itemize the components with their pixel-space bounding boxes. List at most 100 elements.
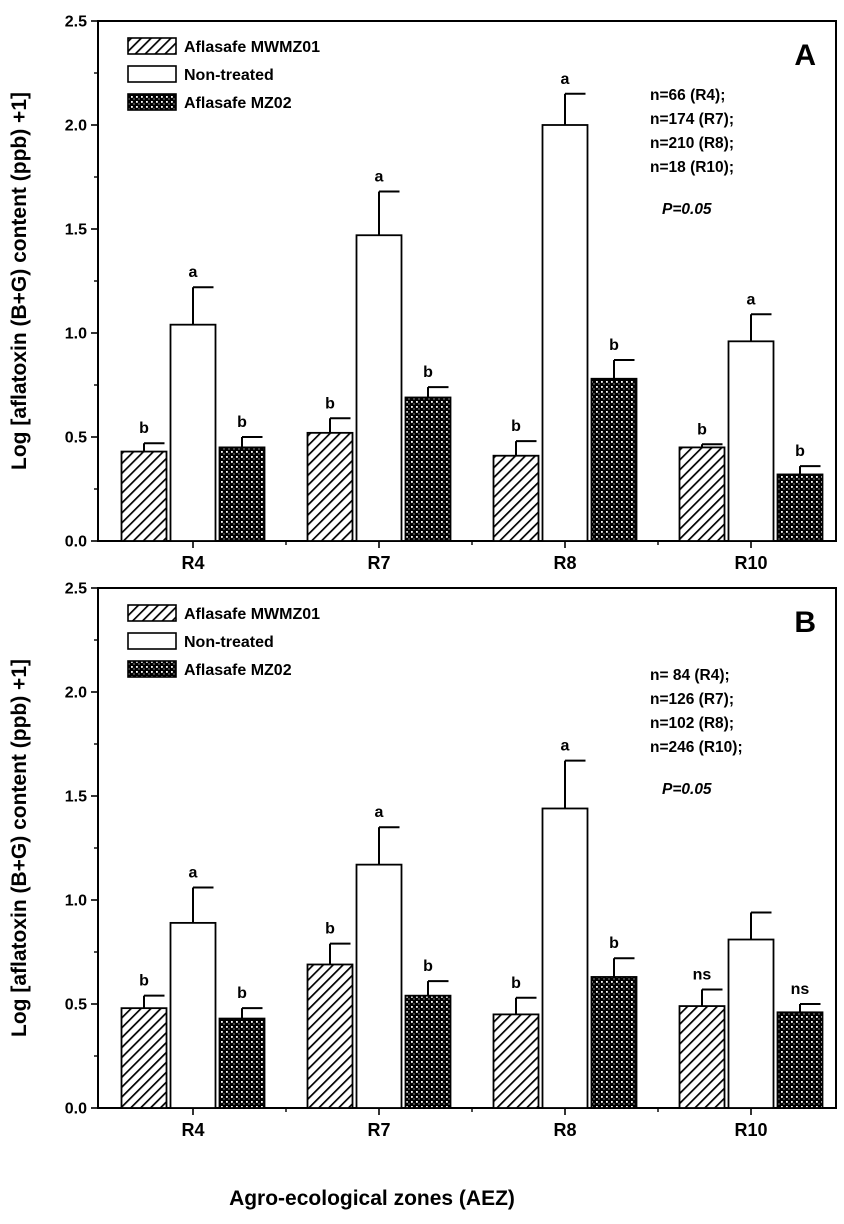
bar-cross-r8	[590, 377, 638, 542]
legend-label: Aflasafe MWMZ01	[184, 39, 320, 56]
panel-letter: A	[794, 39, 816, 72]
significance-letter: b	[423, 958, 433, 975]
y-tick-label: 1.5	[65, 222, 87, 239]
y-tick-label: 2.5	[65, 581, 87, 598]
bar-open-r7	[355, 863, 403, 1109]
significance-letter: ns	[791, 981, 810, 998]
bar-cross-r7	[404, 396, 452, 542]
significance-letter: b	[237, 985, 247, 1002]
bar-open-r10	[727, 938, 775, 1109]
legend-label: Aflasafe MWMZ01	[184, 606, 320, 623]
bar-hatch-r7	[306, 963, 354, 1109]
significance-letter: a	[747, 291, 756, 308]
bar-cross-r4	[218, 1017, 266, 1109]
significance-letter: b	[795, 443, 805, 460]
significance-letter: b	[325, 921, 335, 938]
y-tick-label: 1.0	[65, 326, 87, 343]
legend-swatch-hatch	[127, 37, 177, 55]
legend-swatch-cross	[127, 660, 177, 678]
bar-cross-r4	[218, 446, 266, 542]
y-tick-label: 1.0	[65, 893, 87, 910]
significance-letter: b	[139, 973, 149, 990]
category-label-r8: R8	[553, 553, 576, 573]
significance-letter: a	[561, 738, 570, 755]
sample-size-note: n=66 (R4);	[650, 87, 725, 104]
panel-letter: B	[794, 606, 816, 639]
bar-hatch-r7	[306, 431, 354, 542]
panel-b: 0.0 0.5 1.0 1.5 2.0 2.5 Log [aflatoxin (B+G) c…	[8, 581, 837, 1140]
category-label-r10: R10	[734, 553, 767, 573]
bar-open-r8	[541, 124, 589, 542]
panel-a: 0.0 0.5 1.0 1.5 2.0 2.5 Log [aflatoxin (B+G) c…	[8, 14, 837, 573]
bar-hatch-r10	[678, 1005, 726, 1109]
legend-label: Aflasafe MZ02	[184, 95, 292, 112]
bar-open-r7	[355, 234, 403, 542]
legend-swatch-cross	[127, 93, 177, 111]
y-axis-title: Log [aflatoxin (B+G) content (ppb) +1]	[8, 92, 31, 470]
sample-size-note: n=174 (R7);	[650, 111, 734, 128]
y-tick-label: 2.0	[65, 685, 87, 702]
p-value-label: P=0.05	[662, 781, 712, 798]
category-label-r7: R7	[367, 1120, 390, 1140]
bar-cross-r10	[776, 473, 824, 542]
p-value-label: P=0.05	[662, 201, 712, 218]
bar-open-r10	[727, 340, 775, 542]
significance-letter: ns	[693, 966, 712, 983]
bar-hatch-r4	[120, 450, 168, 542]
legend-swatch-hatch	[127, 604, 177, 622]
bar-hatch-r4	[120, 1007, 168, 1109]
bar-cross-r10	[776, 1011, 824, 1109]
category-label-r4: R4	[181, 553, 204, 573]
y-tick-label: 0.0	[65, 534, 87, 551]
legend-label: Non-treated	[184, 67, 274, 84]
sample-size-note: n= 84 (R4);	[650, 667, 730, 684]
significance-letter: b	[423, 364, 433, 381]
significance-letter: b	[697, 421, 707, 438]
significance-letter: b	[325, 395, 335, 412]
bar-hatch-r10	[678, 446, 726, 542]
y-tick-label: 2.0	[65, 118, 87, 135]
significance-letter: b	[511, 418, 521, 435]
category-label-r7: R7	[367, 553, 390, 573]
y-tick-label: 0.5	[65, 430, 87, 447]
category-label-r4: R4	[181, 1120, 204, 1140]
legend-swatch-open	[127, 65, 177, 83]
x-axis-title: Agro-ecological zones (AEZ)	[229, 1187, 515, 1210]
bar-open-r8	[541, 807, 589, 1109]
significance-letter: b	[139, 420, 149, 437]
sample-size-note: n=102 (R8);	[650, 715, 734, 732]
significance-letter: a	[375, 169, 384, 186]
sample-size-note: n=210 (R8);	[650, 135, 734, 152]
y-tick-label: 0.5	[65, 997, 87, 1014]
significance-letter: a	[189, 264, 198, 281]
y-tick-label: 1.5	[65, 789, 87, 806]
bar-cross-r7	[404, 994, 452, 1109]
bar-open-r4	[169, 921, 217, 1109]
sample-size-note: n=126 (R7);	[650, 691, 734, 708]
sample-size-note: n=246 (R10);	[650, 739, 743, 756]
sample-size-note: n=18 (R10);	[650, 159, 734, 176]
significance-letter: a	[375, 804, 384, 821]
bar-open-r4	[169, 323, 217, 542]
significance-letter: a	[561, 71, 570, 88]
significance-letter: b	[511, 975, 521, 992]
legend: Aflasafe MWMZ01 Non-treated Aflasafe MZ02	[127, 37, 320, 112]
bar-hatch-r8	[492, 454, 540, 542]
significance-letter: a	[189, 865, 198, 882]
category-label-r10: R10	[734, 1120, 767, 1140]
y-axis-title: Log [aflatoxin (B+G) content (ppb) +1]	[8, 659, 31, 1037]
y-tick-label: 0.0	[65, 1101, 87, 1118]
legend: Aflasafe MWMZ01 Non-treated Aflasafe MZ02	[127, 604, 320, 679]
bar-cross-r8	[590, 976, 638, 1109]
significance-letter: b	[609, 935, 619, 952]
category-label-r8: R8	[553, 1120, 576, 1140]
legend-swatch-open	[127, 632, 177, 650]
legend-label: Non-treated	[184, 634, 274, 651]
legend-label: Aflasafe MZ02	[184, 662, 292, 679]
significance-letter: b	[609, 337, 619, 354]
y-tick-label: 2.5	[65, 14, 87, 31]
bar-hatch-r8	[492, 1013, 540, 1109]
significance-letter: b	[237, 414, 247, 431]
